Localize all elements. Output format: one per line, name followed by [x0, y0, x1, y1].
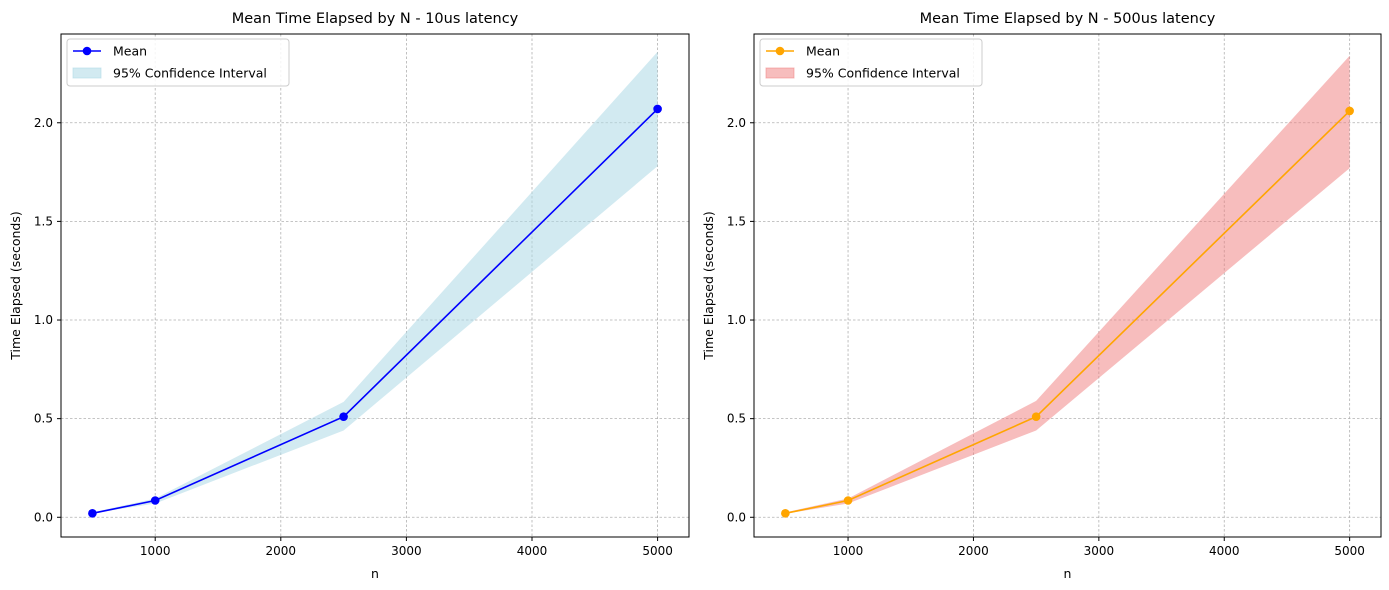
confidence-band — [92, 51, 658, 514]
x-tick-label: 1000 — [833, 544, 864, 558]
confidence-band — [785, 55, 1350, 514]
y-tick-label: 0.0 — [727, 510, 746, 524]
y-tick-label: 1.5 — [34, 214, 53, 228]
x-tick-label: 3000 — [1084, 544, 1115, 558]
legend-box — [759, 38, 983, 87]
y-tick-label: 2.0 — [727, 116, 746, 130]
mean-point — [1345, 106, 1354, 116]
x-tick-label: 1000 — [140, 544, 171, 558]
mean-point — [843, 496, 853, 505]
mean-point — [653, 104, 662, 114]
chart-title: Mean Time Elapsed by N - 500us latency — [920, 11, 1216, 27]
plot-frame — [60, 33, 690, 538]
chart-500us-latency: 1000 2000 3000 4000 5000 0.0 0.5 1.0 1.5 2.0 Mean … — [701, 11, 1382, 581]
legend-mean-marker-swatch — [82, 46, 92, 56]
y-tick-label: 0.5 — [727, 412, 746, 426]
mean-point — [88, 509, 97, 518]
x-tick-label: 4000 — [1209, 544, 1240, 558]
x-tick-label: 5000 — [1334, 544, 1365, 558]
legend-box — [66, 38, 290, 87]
mean-line — [92, 108, 659, 515]
mean-point — [781, 509, 790, 518]
legend-mean-label: Mean — [113, 44, 147, 59]
legend: Mean 95% Confidence Interval — [66, 38, 290, 87]
legend-band-label: 95% Confidence Interval — [113, 66, 267, 81]
mean-point — [339, 412, 348, 421]
plot-frame — [753, 33, 1382, 538]
legend: Mean 95% Confidence Interval — [759, 38, 983, 87]
y-tick-label: 0.0 — [34, 510, 53, 524]
legend-band-swatch — [72, 67, 102, 79]
x-axis-label: n — [1064, 566, 1072, 581]
x-tick-label: 5000 — [642, 544, 673, 558]
y-tick-label: 1.5 — [727, 214, 746, 228]
legend-mean-marker-swatch — [775, 46, 785, 56]
mean-point — [150, 496, 160, 505]
mean-point — [1031, 412, 1041, 421]
y-tick-label: 2.0 — [34, 116, 53, 130]
y-tick-label: 1.0 — [727, 313, 746, 327]
x-tick-label: 3000 — [391, 544, 422, 558]
y-tick-label: 1.0 — [34, 313, 53, 327]
chart-title: Mean Time Elapsed by N - 10us latency — [232, 11, 519, 27]
legend-band-swatch — [765, 67, 795, 79]
legend-band-label: 95% Confidence Interval — [806, 66, 960, 81]
y-tick-label: 0.5 — [34, 412, 53, 426]
y-axis-label: Time Elapsed (seconds) — [701, 211, 716, 361]
x-axis-label: n — [371, 566, 379, 581]
chart-10us-latency: 1000 2000 3000 4000 5000 0.0 0.5 1.0 1.5 2.0 Mean … — [8, 11, 690, 581]
y-axis-label: Time Elapsed (seconds) — [8, 211, 23, 361]
mean-line — [785, 110, 1351, 515]
x-tick-label: 2000 — [958, 544, 989, 558]
x-tick-label: 4000 — [517, 544, 548, 558]
legend-mean-label: Mean — [806, 44, 840, 59]
x-tick-label: 2000 — [266, 544, 297, 558]
